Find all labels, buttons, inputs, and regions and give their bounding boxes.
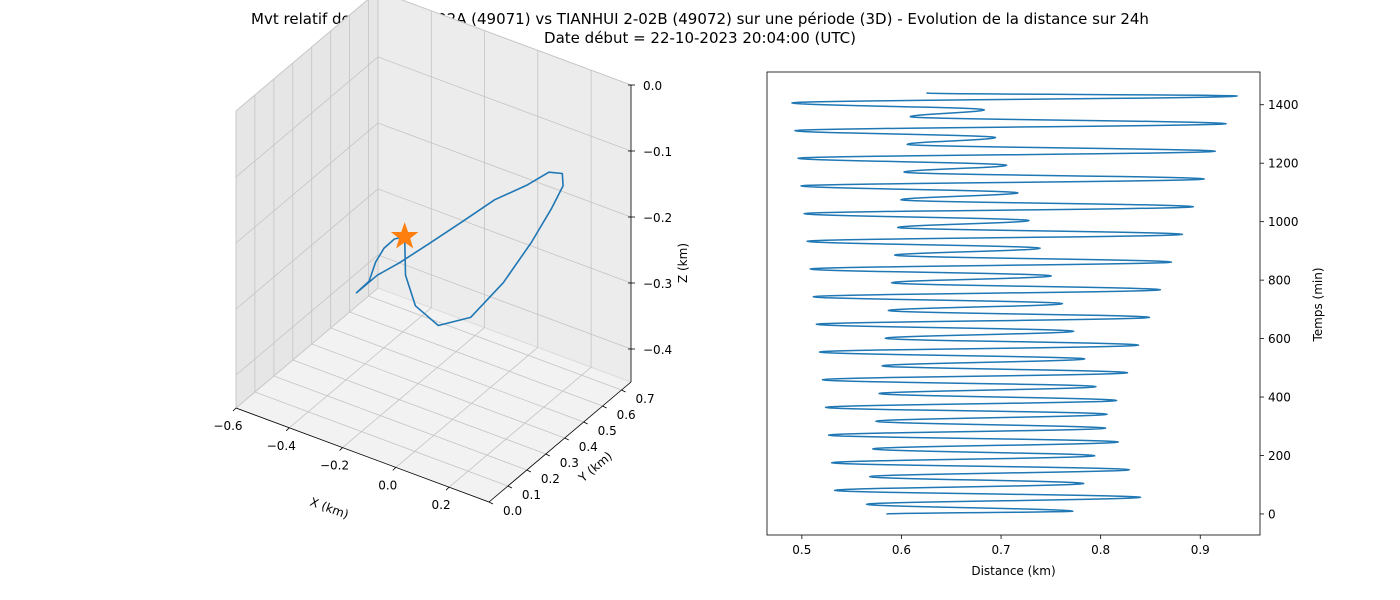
z-gridline [235,56,632,178]
plot-frame [766,71,1261,536]
y-tick-label: 0.4 [579,440,598,454]
y-tick [507,485,513,489]
y-tick-label: 0.7 [636,392,655,406]
y-gridline [292,63,546,455]
y-tick-label: 600 [1268,332,1291,346]
y-gridline [330,31,584,423]
y-tick-label: 1200 [1268,157,1299,171]
y-tick-label: 0.0 [503,504,522,518]
z-gridline [235,0,632,112]
x-tick-label: −0.6 [213,419,242,433]
x-tick-label: 0.9 [1191,543,1210,557]
y-gridline [311,47,565,439]
y-tick-label: 0.3 [560,456,579,470]
y-tick [488,501,494,505]
y-gridline [254,95,509,487]
trajectory-line [355,171,564,327]
y-tick-label: 400 [1268,391,1291,405]
y-tick-label: 0.1 [522,488,541,502]
x-tick-label: 0.2 [432,498,451,512]
y-tick [583,421,588,425]
x-tick-label: 0.8 [1091,543,1110,557]
x-tick-label: 0.7 [992,543,1011,557]
y-tick-label: 1000 [1268,215,1299,229]
figure-subtitle: Date début = 22-10-2023 20:04:00 (UTC) [544,29,856,47]
y-axis-label: Y (km) [575,449,615,486]
distance-line [791,92,1238,515]
x-gridline [289,10,432,429]
figure-title: Mvt relatif de TIANHUI 2-02A (49071) vs … [251,10,1149,28]
y-tick-label: 200 [1268,449,1291,463]
z-tick-label: 0.0 [643,79,662,93]
y-tick [564,437,569,441]
z-tick-label: −0.1 [643,145,672,159]
x-tick-label: 0.6 [892,543,911,557]
x-gridline [235,0,379,409]
y-axis-label: Temps (min) [1311,267,1325,342]
x-tick-label: −0.4 [267,439,296,453]
x-axis-label: X (km) [308,495,350,522]
x-axis-line [235,407,490,503]
y-tick-label: 0.2 [541,472,560,486]
y-axis-line [488,381,632,503]
x-gridline [342,30,485,448]
start-marker [390,222,419,249]
y-tick [602,405,607,409]
y-gridline [368,0,622,391]
z-gridline [235,122,632,244]
x-gridline [448,70,592,488]
y-tick-label: 0.6 [617,408,636,422]
distance-time-chart: 0.5 0.6 0.7 0.8 0.9 0 200 400 600 800 1000 1200 1400… [766,71,1325,578]
x-gridline [395,50,539,468]
z-tick-label: −0.2 [643,211,672,225]
z-gridline [235,188,632,310]
x-tick [285,427,290,432]
y-tick [621,389,626,393]
z-tick-label: −0.4 [643,343,672,357]
x-tick [232,407,237,412]
z-tick-label: −0.3 [643,277,672,291]
x-tick [445,486,450,491]
y-tick-label: 0.5 [598,424,617,438]
y-tick-label: 0 [1268,507,1276,521]
x-tick-label: 0.0 [378,478,397,492]
x-tick-label: 0.5 [792,543,811,557]
y-tick [545,453,550,457]
y-tick [526,469,532,473]
x-axis-label: Distance (km) [971,564,1055,578]
x-tick-label: −0.2 [320,459,349,473]
trajectory-3d-chart: −0.6−0.4−0.20.00.2 0.00.10.20.30.40.50.60… [213,0,690,522]
x-tick [339,447,343,451]
y-tick-label: 1400 [1268,98,1299,112]
x-tick [392,467,397,471]
y-gridline [273,79,528,471]
z-axis-label: Z (km) [676,243,690,283]
y-tick-label: 800 [1268,274,1291,288]
z-gridline [235,254,632,376]
y-gridline [349,15,603,407]
